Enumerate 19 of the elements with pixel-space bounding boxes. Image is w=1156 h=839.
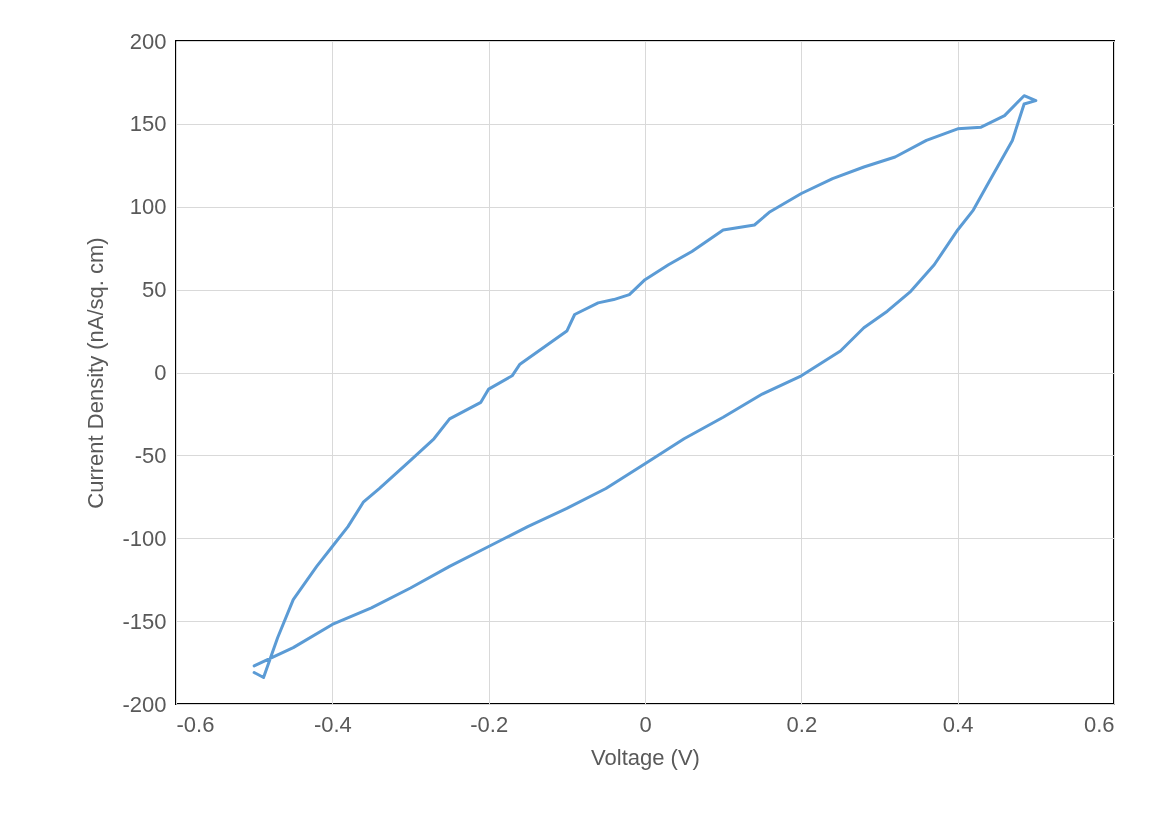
y-tick-label: -50	[134, 442, 167, 468]
x-tick-label: 0.4	[942, 711, 974, 737]
x-tick-label: -0.2	[470, 711, 509, 737]
x-tick-label: -0.6	[176, 711, 215, 737]
y-tick-label: 50	[142, 277, 167, 303]
y-tick-label: -200	[122, 691, 167, 717]
x-tick-label: 0.6	[1083, 711, 1115, 737]
y-tick-label: -100	[122, 525, 167, 551]
y-axis-title: Current Density (nA/sq. cm)	[83, 237, 109, 509]
y-tick-label: -150	[122, 608, 167, 634]
y-tick-label: 100	[129, 194, 167, 220]
x-tick-label: 0	[639, 711, 652, 737]
y-tick-label: 150	[129, 111, 167, 137]
x-tick-label: 0.2	[786, 711, 818, 737]
y-tick-label: 0	[154, 360, 167, 385]
x-tick-label: -0.4	[313, 711, 352, 737]
y-tick-label: 200	[129, 28, 167, 54]
line-series	[252, 94, 1038, 679]
x-axis-title: Voltage (V)	[591, 744, 700, 770]
